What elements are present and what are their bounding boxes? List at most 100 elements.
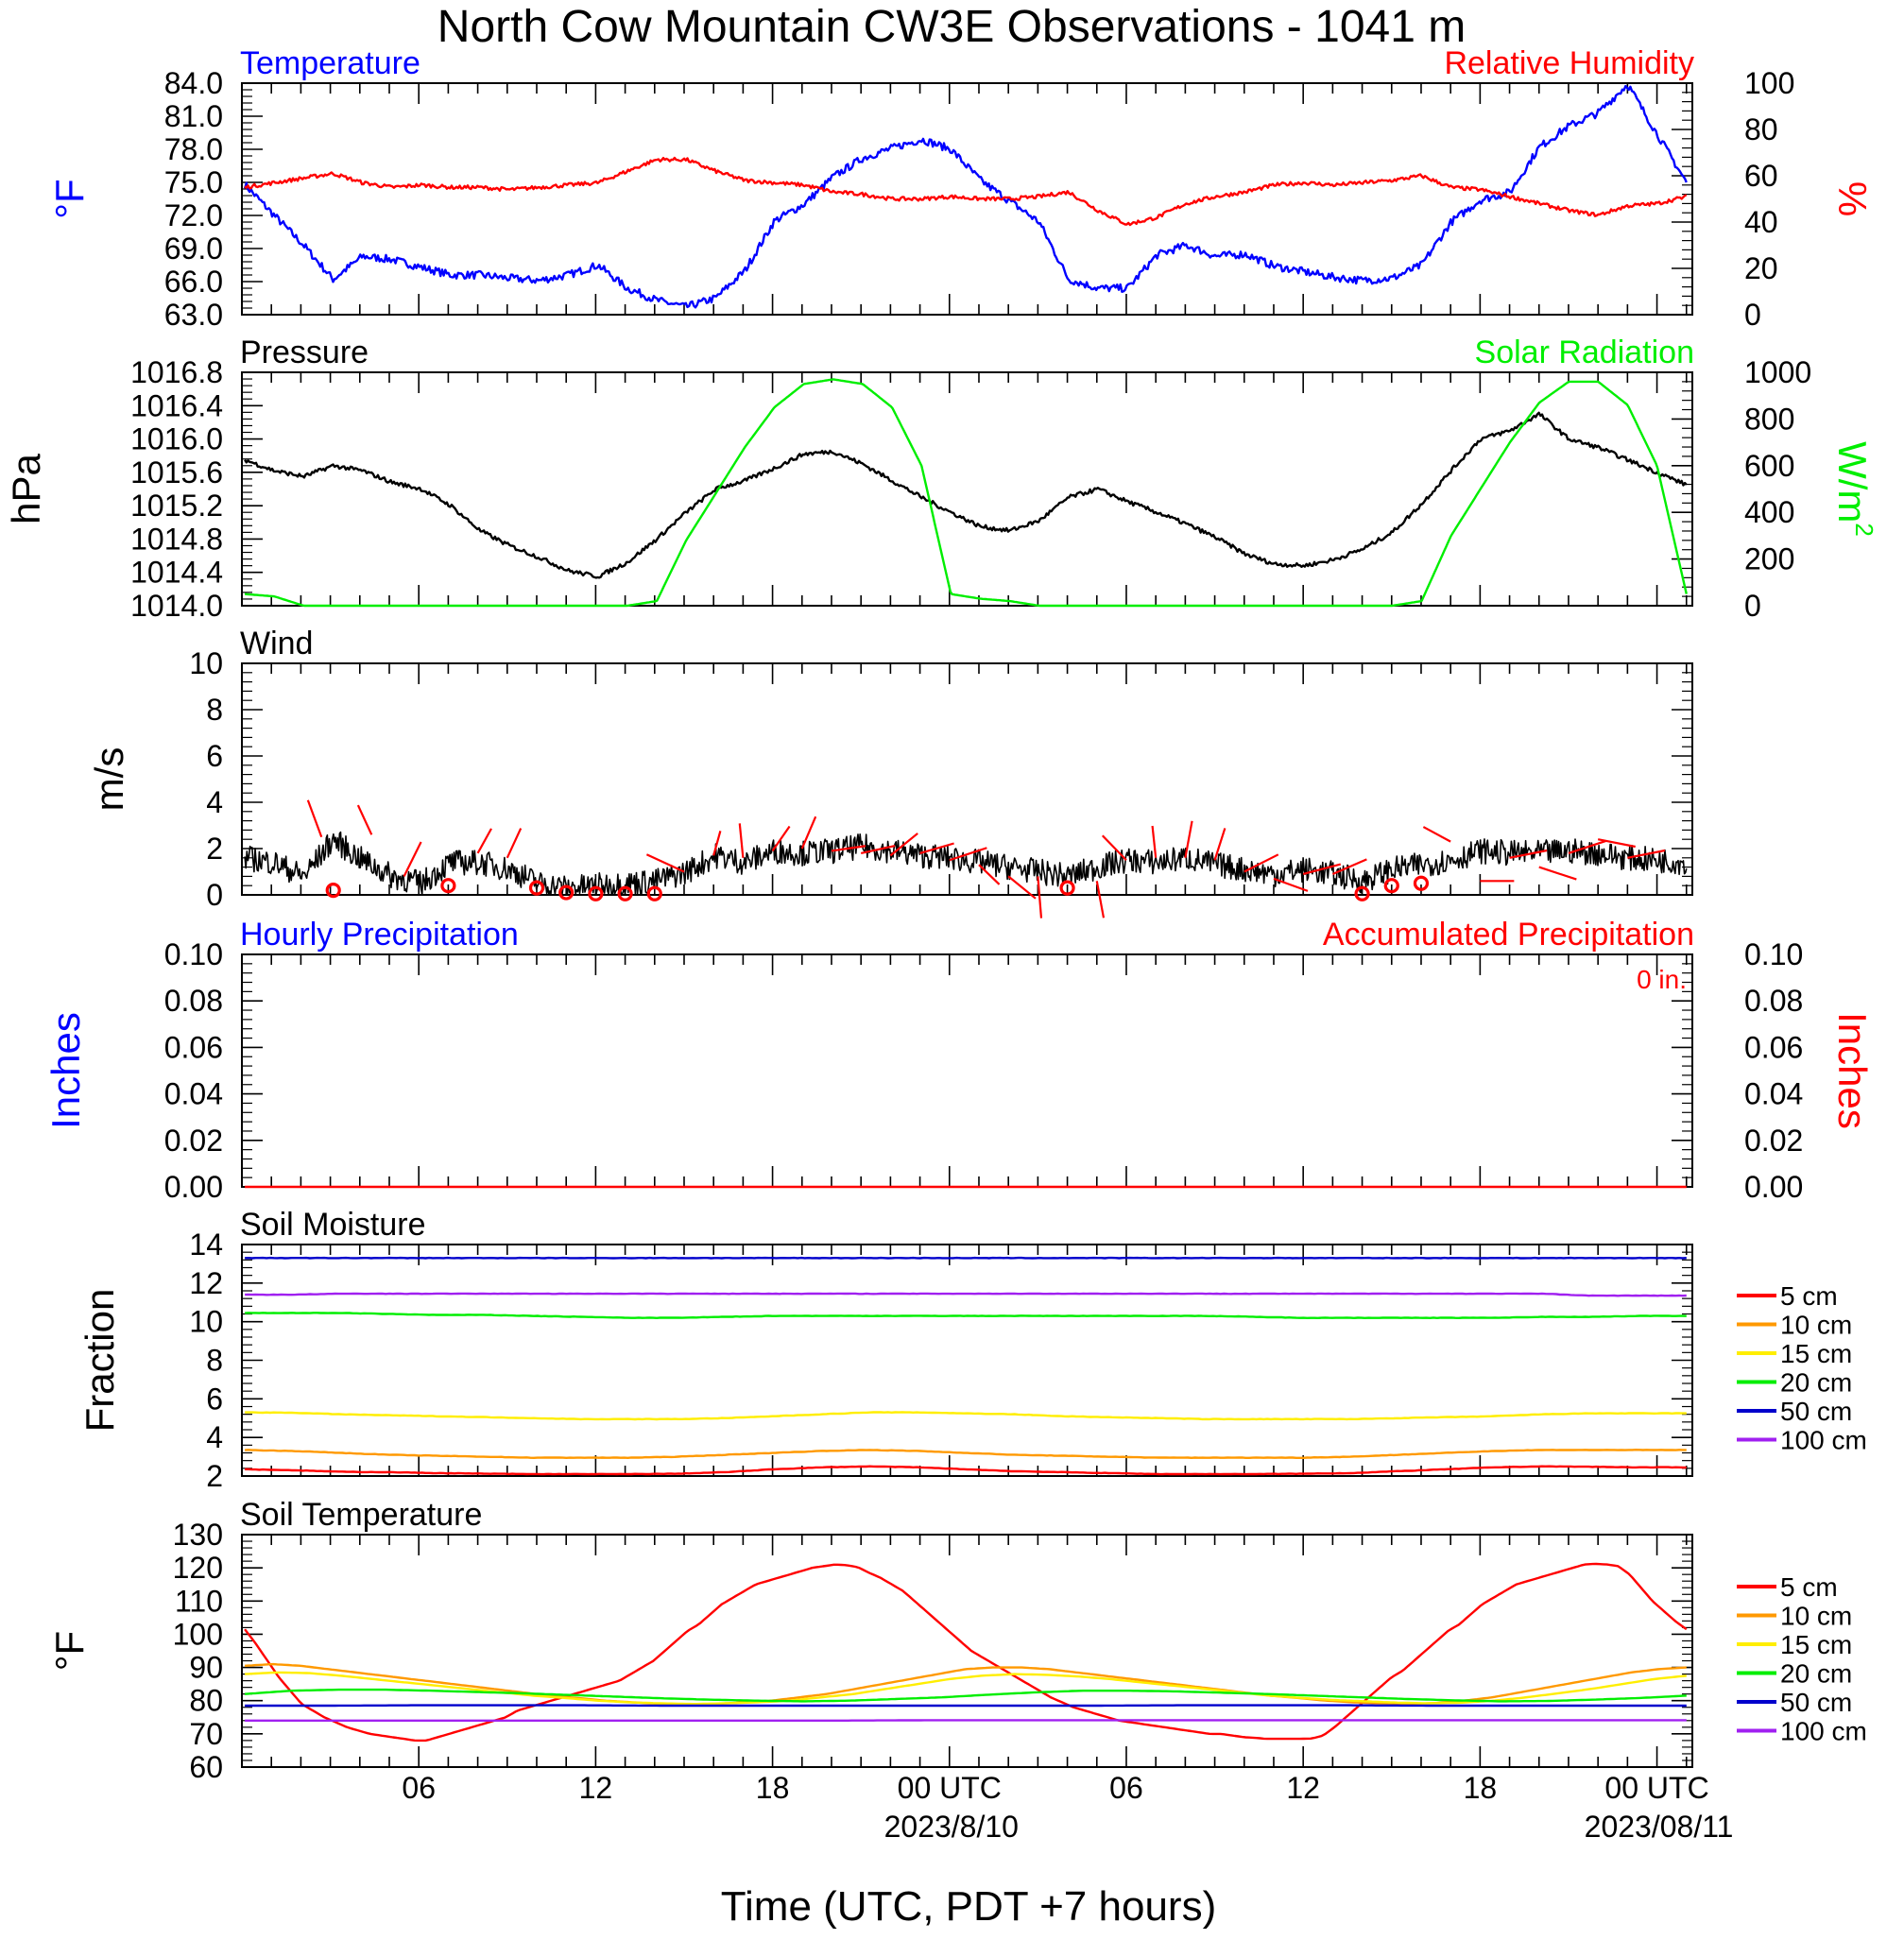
panel-left-title: Hourly Precipitation xyxy=(240,917,519,953)
series-15cm xyxy=(245,1411,1687,1421)
y2-tick-label: 80 xyxy=(1744,112,1778,146)
panel-left-title: Wind xyxy=(240,626,313,661)
y-tick-label: 6 xyxy=(206,739,223,773)
series-black xyxy=(244,411,1688,579)
precipitation-frame xyxy=(241,953,1693,1188)
wind-barb xyxy=(1184,820,1193,858)
soil-moisture-frame xyxy=(241,1244,1693,1477)
calm-wind-marker xyxy=(1383,878,1399,894)
wind-barb xyxy=(831,845,866,852)
y2-axis-label: % xyxy=(1830,181,1875,216)
series-5cm xyxy=(244,1562,1688,1743)
panel-left-title: Pressure xyxy=(240,335,369,370)
y-tick-label: 66.0 xyxy=(164,265,223,299)
wind-barb xyxy=(1302,863,1342,876)
accumulated-total: 0 in. xyxy=(1637,965,1687,994)
y2-tick-label: 0.04 xyxy=(1744,1077,1803,1111)
y2-tick-label: 0.00 xyxy=(1744,1170,1803,1204)
legend-label: 20 cm xyxy=(1780,1659,1852,1689)
y-tick-label: 1014.0 xyxy=(130,589,223,623)
temperature-humidity-frame xyxy=(241,82,1693,316)
legend-label: 15 cm xyxy=(1780,1630,1852,1659)
y-tick-label: 0 xyxy=(206,878,223,912)
wind-barb xyxy=(1037,876,1043,918)
y-tick-label: 1015.6 xyxy=(130,455,223,489)
wind-barb xyxy=(1509,849,1548,859)
wind-barb xyxy=(306,799,323,838)
wind-barb xyxy=(356,804,373,835)
wind-barb xyxy=(1244,853,1279,873)
y-tick-label: 60 xyxy=(189,1750,223,1784)
wind-barb xyxy=(506,828,523,859)
panel-left-title: Temperature xyxy=(240,45,420,81)
wind-barb xyxy=(860,845,896,854)
y-tick-label: 1016.8 xyxy=(130,355,223,389)
series-green xyxy=(244,378,1688,608)
wind-barb xyxy=(1627,849,1666,859)
wind-barb xyxy=(800,815,817,850)
y-axis-label: Fraction xyxy=(77,1289,122,1433)
wind-barb xyxy=(771,825,791,852)
y-tick-label: 70 xyxy=(189,1717,223,1751)
y-tick-label: 90 xyxy=(189,1651,223,1685)
y-axis-label: hPa xyxy=(4,453,48,524)
wind-barb xyxy=(1568,839,1606,854)
y2-tick-label: 40 xyxy=(1744,205,1778,239)
panel-left-title: Soil Moisture xyxy=(240,1207,426,1243)
legend-label: 5 cm xyxy=(1780,1281,1838,1311)
wind-barb xyxy=(1597,838,1636,849)
y-tick-label: 8 xyxy=(206,1344,223,1378)
precipitation-panel: 0.00 0.02 0.04 0.06 0.08 0.10 0.00 0.02 0.04 0.06… xyxy=(43,917,1875,1204)
calm-wind-marker xyxy=(617,885,633,901)
y-tick-label: 10 xyxy=(189,1305,223,1339)
panel-right-title: Relative Humidity xyxy=(1444,45,1694,81)
series-blue xyxy=(243,84,1688,309)
soil-temperature-frame xyxy=(241,1534,1693,1768)
wind-barb xyxy=(1007,875,1037,900)
series-red xyxy=(244,156,1688,227)
wind-barb xyxy=(949,847,987,862)
calm-wind-marker xyxy=(440,878,456,894)
wind-barb xyxy=(476,828,492,854)
wind-barb xyxy=(1213,828,1226,861)
y-tick-label: 1016.4 xyxy=(130,388,223,422)
calm-wind-marker xyxy=(1413,875,1430,891)
calm-wind-marker xyxy=(1059,880,1075,896)
y-tick-label: 0.10 xyxy=(164,937,223,971)
wind-barb xyxy=(712,831,722,856)
y-tick-label: 2 xyxy=(206,1459,223,1493)
series-10cm xyxy=(245,1662,1687,1707)
series-20cm xyxy=(245,1312,1687,1319)
wind-barb xyxy=(1331,858,1367,875)
legend-label: 10 cm xyxy=(1780,1311,1852,1340)
legend-label: 100 cm xyxy=(1780,1717,1867,1746)
y-tick-label: 12 xyxy=(189,1266,223,1300)
x-tick-label: 00 UTC xyxy=(1604,1771,1708,1805)
x-axis-label: Time (UTC, PDT +7 hours) xyxy=(721,1883,1216,1930)
wind-barb xyxy=(978,864,1001,885)
y-tick-label: 110 xyxy=(175,1584,223,1618)
calm-wind-marker xyxy=(325,882,341,899)
series-5cm xyxy=(245,1465,1687,1476)
legend-label: 50 cm xyxy=(1780,1397,1852,1426)
y-tick-label: 0.06 xyxy=(164,1030,223,1064)
panel-right-title: Solar Radiation xyxy=(1475,335,1694,370)
calm-wind-marker xyxy=(1354,885,1370,901)
y-tick-label: 100 xyxy=(173,1617,223,1651)
x-tick-label: 18 xyxy=(1464,1771,1498,1805)
y-axis-label: m/s xyxy=(87,747,131,812)
y-tick-label: 72.0 xyxy=(164,198,223,232)
wind-barb xyxy=(1538,866,1577,881)
legend-label: 5 cm xyxy=(1780,1572,1838,1602)
y2-tick-label: 100 xyxy=(1744,66,1794,100)
y2-axis-label: W/m2 xyxy=(1830,441,1878,537)
calm-wind-marker xyxy=(646,885,662,901)
y2-tick-label: 0 xyxy=(1744,589,1761,623)
wind-barb xyxy=(1151,825,1158,858)
wind-barb xyxy=(1273,877,1309,892)
legend-label: 20 cm xyxy=(1780,1368,1852,1398)
x-tick-label: 06 xyxy=(1109,1771,1143,1805)
y-tick-label: 84.0 xyxy=(164,66,223,100)
